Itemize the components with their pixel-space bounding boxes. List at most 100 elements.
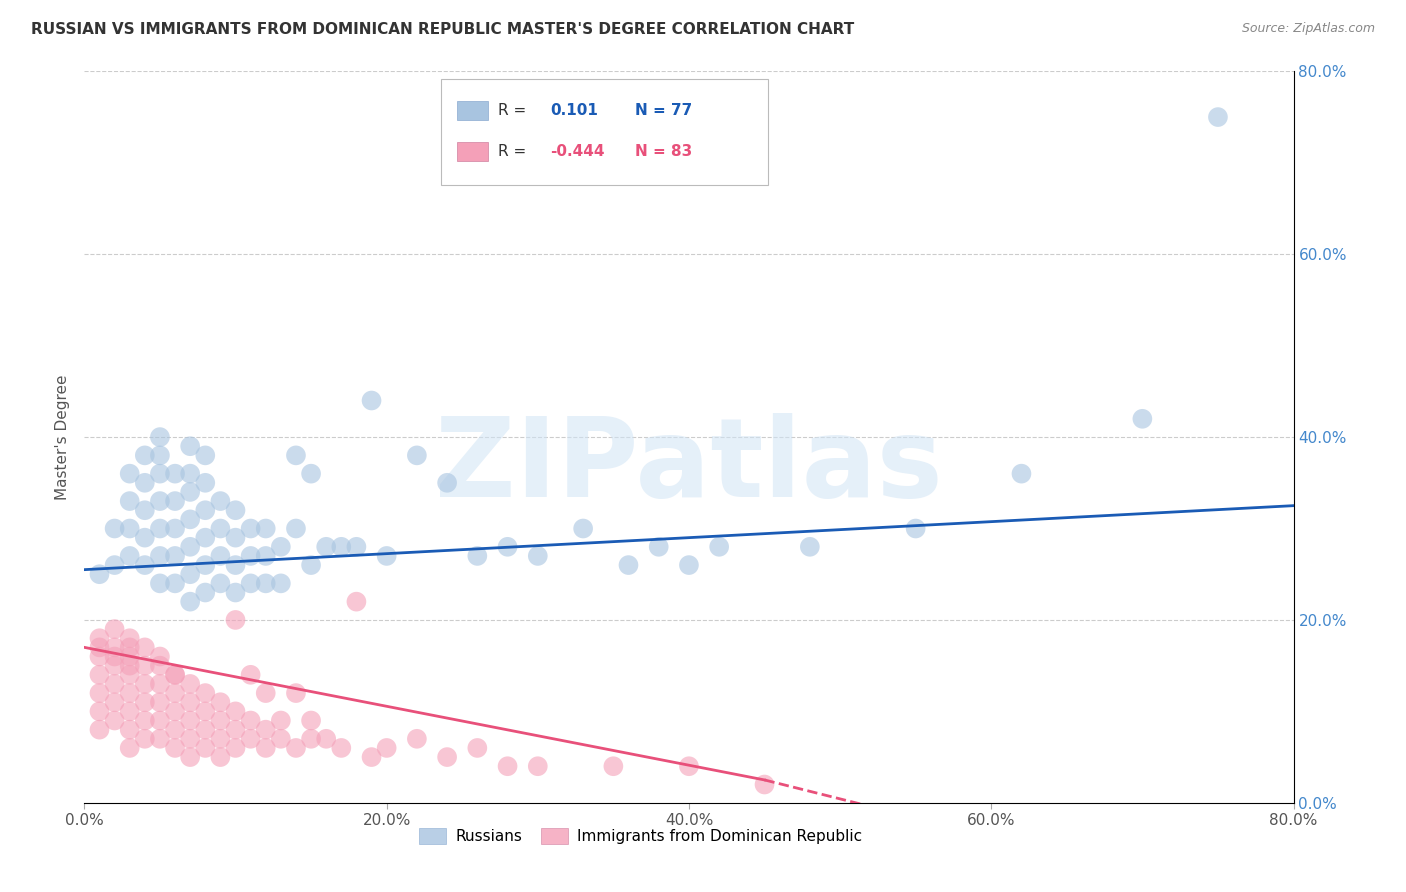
Point [602,759,624,773]
Point [165,705,187,719]
Point [299,467,322,481]
Point [179,439,201,453]
Point [254,576,277,591]
Point [165,667,187,681]
FancyBboxPatch shape [457,143,488,161]
Point [754,778,776,792]
Point [179,567,201,582]
Point [165,686,187,700]
Point [118,632,141,646]
Point [149,677,172,691]
Point [165,723,187,737]
Point [299,558,322,573]
Point [149,430,172,444]
Point [299,714,322,728]
Point [254,549,277,563]
FancyBboxPatch shape [457,101,488,120]
Point [165,740,187,755]
Text: R =: R = [498,145,526,160]
Point [134,677,156,691]
Point [104,640,127,655]
Text: N = 83: N = 83 [634,145,692,160]
Point [118,549,141,563]
Point [225,503,247,517]
Point [104,677,127,691]
Point [406,448,429,462]
Point [194,475,217,490]
Point [165,521,187,535]
Point [709,540,731,554]
Point [179,677,201,691]
Point [315,731,337,746]
Point [239,576,262,591]
FancyBboxPatch shape [441,78,768,185]
Point [134,558,156,573]
Point [179,750,201,764]
Point [209,750,232,764]
Point [209,714,232,728]
Point [225,723,247,737]
Point [179,714,201,728]
Point [89,667,111,681]
Point [285,686,308,700]
Point [209,521,232,535]
Point [104,658,127,673]
Point [118,467,141,481]
Point [89,705,111,719]
Point [270,576,292,591]
Point [165,667,187,681]
Point [330,540,353,554]
Point [360,393,382,408]
Text: ZIPatlas: ZIPatlas [434,413,943,520]
Point [134,448,156,462]
Text: 0.101: 0.101 [550,103,598,118]
Point [225,585,247,599]
Point [104,622,127,636]
Point [209,695,232,709]
Point [496,540,519,554]
Point [118,705,141,719]
Point [104,649,127,664]
Point [239,714,262,728]
Point [617,558,640,573]
Y-axis label: Master's Degree: Master's Degree [55,375,70,500]
Point [375,740,398,755]
Point [254,686,277,700]
Point [149,695,172,709]
Point [118,667,141,681]
Point [209,731,232,746]
Point [118,740,141,755]
Point [194,585,217,599]
Point [436,750,458,764]
Point [179,594,201,608]
Point [270,714,292,728]
Point [239,549,262,563]
Point [299,731,322,746]
Point [149,448,172,462]
Point [179,512,201,526]
Point [678,759,700,773]
Point [118,658,141,673]
Point [648,540,671,554]
Point [904,521,927,535]
Point [134,714,156,728]
Point [527,549,550,563]
Point [134,503,156,517]
Point [209,576,232,591]
Point [799,540,821,554]
Point [1011,467,1033,481]
Point [330,740,353,755]
Point [1130,412,1153,426]
Point [225,613,247,627]
Point [270,731,292,746]
Point [194,448,217,462]
Point [346,594,368,608]
Point [179,467,201,481]
Point [165,576,187,591]
Point [194,503,217,517]
Point [179,485,201,500]
Point [194,531,217,545]
Point [194,740,217,755]
Point [225,740,247,755]
Point [375,549,398,563]
